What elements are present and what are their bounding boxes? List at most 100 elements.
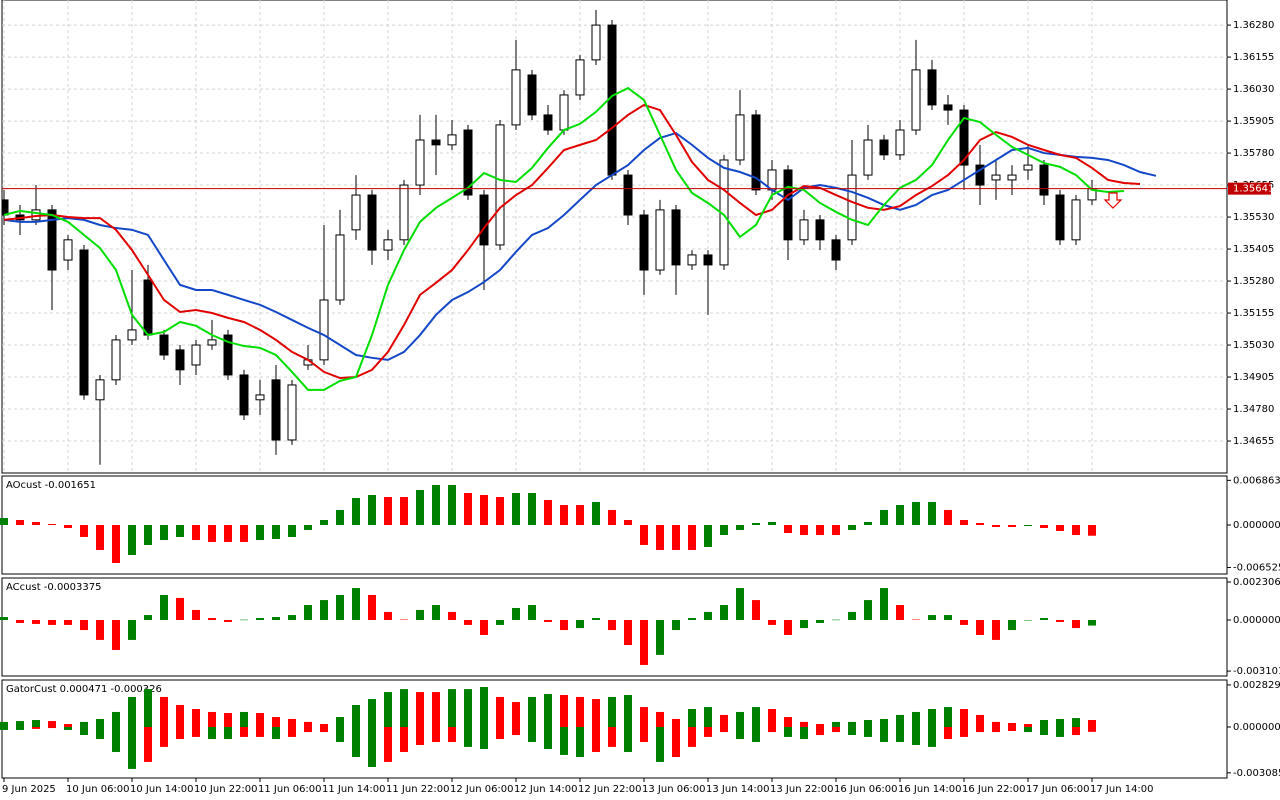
- histogram-bar: [544, 620, 552, 622]
- gator-bar: [560, 726, 568, 755]
- histogram-bar: [704, 611, 712, 620]
- gator-bar: [832, 726, 840, 733]
- gator-bar: [224, 713, 232, 727]
- y-tick-label: 1.36155: [1233, 52, 1274, 63]
- histogram-bar: [608, 509, 616, 525]
- gator-bar: [1072, 726, 1080, 736]
- histogram-bar: [176, 525, 184, 537]
- gator-bar: [608, 726, 616, 747]
- histogram-bar: [288, 615, 296, 620]
- histogram-bar: [496, 620, 504, 625]
- histogram-bar: [272, 617, 280, 620]
- y-tick-label: 0.0023065: [1233, 577, 1280, 588]
- candle-body: [591, 24, 601, 61]
- histogram-bar: [528, 492, 536, 525]
- gator-bar: [1024, 724, 1032, 727]
- histogram-bar: [736, 525, 744, 531]
- gator-bar: [48, 721, 56, 727]
- histogram-bar: [432, 605, 440, 620]
- gator-bar: [736, 726, 744, 740]
- gator-bar: [80, 726, 88, 736]
- gator-bar: [32, 726, 40, 729]
- candle-body: [703, 254, 713, 266]
- histogram-bar: [48, 524, 56, 525]
- candle-body: [207, 339, 217, 346]
- gator-bar: [96, 726, 104, 740]
- histogram-bar: [128, 525, 136, 555]
- gator-bar: [912, 711, 920, 727]
- gator-bar: [272, 726, 280, 740]
- histogram-bar: [128, 620, 136, 640]
- histogram-bar: [416, 609, 424, 620]
- candle-body: [975, 164, 985, 186]
- histogram-bar: [576, 620, 584, 629]
- candle-body: [319, 299, 329, 361]
- x-tick-label: 10 Jun 14:00: [130, 784, 194, 795]
- histogram-bar: [848, 525, 856, 531]
- gator-bar: [416, 726, 424, 745]
- histogram-bar: [0, 617, 8, 620]
- gator-bar: [0, 721, 8, 727]
- candle-body: [655, 209, 665, 271]
- gator-bar: [1072, 718, 1080, 727]
- gator-bar: [912, 726, 920, 745]
- histogram-bar: [1088, 620, 1096, 626]
- histogram-bar: [352, 497, 360, 525]
- gator-bar: [352, 726, 360, 758]
- gator-bar: [432, 726, 440, 743]
- gator-bar: [688, 708, 696, 727]
- candle-body: [783, 169, 793, 241]
- y-tick-label: 0.000000: [1233, 520, 1280, 531]
- y-tick-label: 0.006863: [1233, 475, 1280, 486]
- candle-body: [255, 394, 265, 401]
- gator-bar: [352, 704, 360, 727]
- gator-bar: [192, 708, 200, 727]
- candle-body: [511, 69, 521, 126]
- gator-bar: [416, 692, 424, 727]
- candle-body: [95, 379, 105, 401]
- histogram-bar: [1072, 525, 1080, 536]
- gator-bar: [880, 718, 888, 727]
- histogram-bar: [480, 495, 488, 525]
- gator-bar: [992, 726, 1000, 733]
- candle-body: [895, 129, 905, 156]
- gator-bar: [1056, 726, 1064, 737]
- candle-body: [831, 239, 841, 261]
- gator-bar: [560, 695, 568, 727]
- indicator-line: [3, 131, 1157, 361]
- gator-bar: [400, 689, 408, 727]
- histogram-bar: [528, 605, 536, 620]
- histogram-bar: [688, 618, 696, 620]
- histogram-bar: [400, 619, 408, 621]
- gator-bar: [672, 726, 680, 758]
- gator-bar: [1008, 726, 1016, 732]
- histogram-bar: [896, 605, 904, 620]
- candle-body: [287, 384, 297, 441]
- panel-title: AOcust -0.001651: [6, 480, 96, 491]
- price-label-box: [1228, 182, 1271, 195]
- candle-body: [623, 174, 633, 216]
- gator-bar: [1008, 722, 1016, 727]
- y-tick-label: 1.34655: [1233, 436, 1274, 447]
- gator-bar: [192, 726, 200, 737]
- gator-bar: [32, 720, 40, 727]
- histogram-bar: [256, 525, 264, 541]
- histogram-bar: [960, 519, 968, 525]
- histogram-bar: [960, 620, 968, 625]
- gator-bar: [224, 726, 232, 740]
- histogram-bar: [784, 620, 792, 635]
- gator-bar: [288, 726, 296, 737]
- candle-body: [639, 214, 649, 271]
- candle-body: [223, 334, 233, 376]
- histogram-bar: [624, 620, 632, 646]
- histogram-bar: [160, 525, 168, 541]
- candle-body: [63, 239, 73, 261]
- gator-bar: [368, 726, 376, 767]
- gator-bar: [48, 726, 56, 729]
- x-tick-label: 10 Jun 22:00: [194, 784, 258, 795]
- gator-bar: [16, 721, 24, 727]
- candle-body: [399, 184, 409, 241]
- histogram-bar: [496, 497, 504, 525]
